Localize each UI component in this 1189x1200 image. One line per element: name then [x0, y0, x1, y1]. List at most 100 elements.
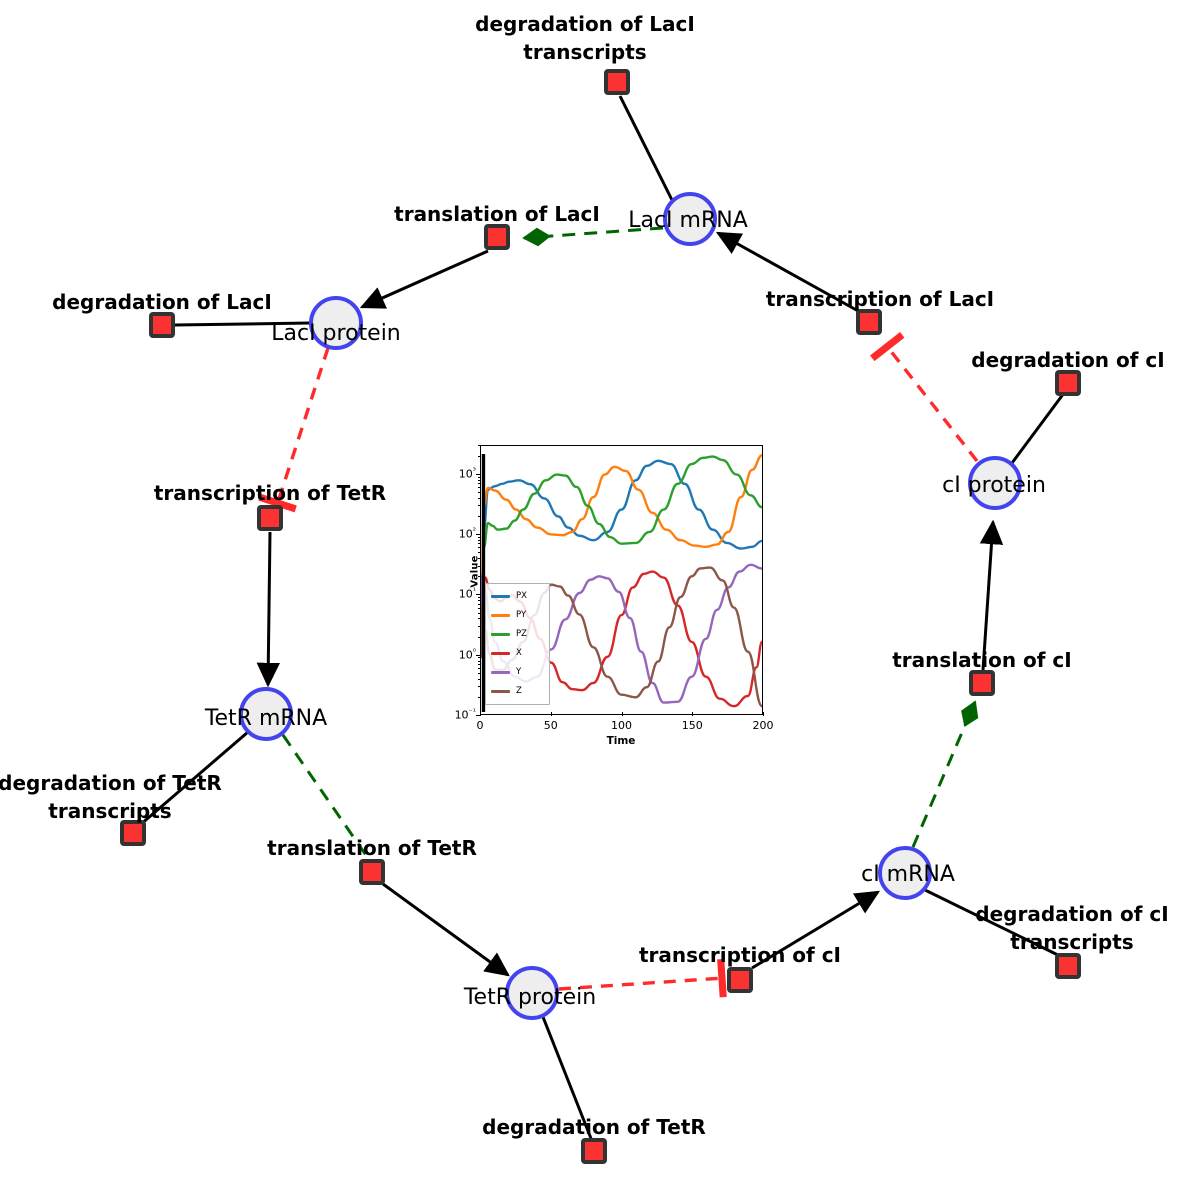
chart-y-minor-tick: [477, 558, 480, 560]
reaction-label-translation-laci: translation of LacI: [394, 202, 600, 226]
chart-y-tick-label: 10¹: [458, 586, 476, 602]
chart-y-tick-mark: [476, 594, 480, 596]
edge-ci-protein-inhibits-laci: [870, 332, 979, 463]
chart-x-tick-label: 100: [611, 719, 632, 732]
chart-series-px: [481, 459, 762, 656]
reaction-node-deg-ci[interactable]: [1055, 370, 1081, 396]
reaction-label-layer: degradation of LacI transcripts translat…: [0, 12, 1169, 1139]
reaction-node-transcription-tetr[interactable]: [257, 505, 283, 531]
chart-y-minor-tick: [477, 483, 480, 485]
chart-y-minor-tick: [477, 597, 480, 599]
species-label-laci-protein: LacI protein: [271, 321, 401, 346]
chart-y-minor-tick: [477, 664, 480, 666]
chart-legend-label: Y: [516, 667, 522, 678]
reaction-node-deg-ci-transcripts[interactable]: [1055, 953, 1081, 979]
species-node-ci-protein[interactable]: [968, 456, 1022, 510]
edge-tetr-protein-degradation: [541, 1016, 594, 1142]
chart-legend-item: Y: [488, 663, 547, 682]
species-label-tetr-protein: TetR protein: [463, 985, 596, 1010]
chart-x-tick-mark: [692, 712, 694, 716]
reaction-node-translation-ci[interactable]: [969, 670, 995, 696]
chart-y-minor-tick: [477, 445, 480, 446]
chart-legend-swatch: [491, 614, 510, 617]
chart-x-tick-label: 150: [681, 719, 703, 732]
edge-translation-ci-to-protein: [979, 519, 1004, 671]
chart-y-minor-tick: [477, 479, 480, 481]
species-node-ci-mrna[interactable]: [878, 846, 932, 900]
chart-legend-item: X: [488, 644, 547, 663]
chart-y-minor-tick: [477, 600, 480, 602]
chart-y-minor-tick: [477, 536, 480, 538]
species-label-ci-protein: cI protein: [942, 473, 1046, 498]
chart-y-minor-tick: [477, 539, 480, 541]
reaction-node-translation-tetr[interactable]: [359, 859, 385, 885]
chart-x-tick-mark: [480, 712, 481, 716]
chart-y-tick-label: 10³: [458, 465, 476, 481]
species-node-laci-mrna[interactable]: [663, 192, 717, 246]
reaction-node-deg-tetr-transcripts[interactable]: [120, 820, 146, 846]
species-node-layer: [239, 192, 1022, 1020]
chart-y-tick-mark: [476, 534, 480, 536]
reaction-label-deg-tetr: degradation of TetR: [482, 1115, 706, 1139]
chart-y-minor-tick: [477, 565, 480, 567]
chart-y-tick-label: 10⁰: [458, 646, 476, 662]
chart-y-minor-tick: [477, 576, 480, 578]
chart-x-tick-label: 50: [543, 719, 558, 732]
edge-ci-protein-degradation: [1010, 392, 1066, 464]
edge-tetr-mrna-translation: [281, 734, 372, 862]
reaction-node-transcription-ci[interactable]: [727, 967, 753, 993]
edge-tetr-mrna-degradation: [139, 730, 249, 827]
chart-y-minor-tick: [477, 657, 480, 659]
reaction-label-translation-ci: translation of cI: [892, 648, 1071, 672]
chart-y-minor-tick: [477, 543, 480, 545]
chart-y-minor-tick: [477, 618, 480, 620]
reaction-node-translation-laci[interactable]: [484, 224, 510, 250]
species-node-laci-protein[interactable]: [309, 296, 363, 350]
chart-y-minor-tick: [477, 678, 480, 680]
chart-y-minor-tick: [477, 696, 480, 698]
edge-tetr-protein-inhibits-ci: [558, 958, 727, 998]
reaction-node-transcription-laci[interactable]: [856, 309, 882, 335]
chart-y-tick-label: 10²: [458, 526, 476, 541]
species-node-tetr-protein[interactable]: [505, 966, 559, 1020]
reaction-node-deg-tetr[interactable]: [581, 1138, 607, 1164]
reaction-label-transcription-laci: transcription of LacI: [766, 287, 994, 311]
edge-laci-mrna-translation: [522, 226, 664, 247]
chart-y-minor-tick: [477, 625, 480, 627]
chart-legend-swatch: [491, 652, 510, 655]
edge-transcription-laci-to-mrna: [715, 231, 861, 314]
reaction-node-deg-laci-transcripts[interactable]: [604, 69, 630, 95]
chart-y-tick-mark: [476, 473, 480, 475]
chart-series-pz: [481, 455, 762, 656]
chart-legend-swatch: [491, 671, 510, 674]
chart-y-minor-tick: [477, 607, 480, 609]
chart-y-minor-tick: [477, 668, 480, 670]
chart-x-tick-mark: [550, 712, 552, 716]
chart-y-axis-title: Value: [469, 555, 481, 588]
reaction-label-deg-laci: degradation of LacI: [52, 290, 272, 314]
edge-transcription-tetr-to-mrna: [256, 531, 280, 688]
edge-laci-protein-degradation: [174, 321, 311, 327]
reaction-label-deg-ci: degradation of cI: [971, 348, 1164, 372]
chart-legend-item: Z: [488, 682, 547, 701]
chart-y-tick-label: 10⁻¹: [454, 707, 476, 722]
species-label-laci-mrna: LacI mRNA: [628, 208, 748, 233]
chart-y-minor-tick: [477, 491, 480, 493]
reaction-label-transcription-ci: transcription of cI: [639, 943, 841, 967]
chart-x-tick-label: 200: [752, 719, 774, 732]
edge-transcription-ci-to-mrna: [751, 890, 881, 970]
chart-x-tick-mark: [621, 712, 623, 716]
chart-x-axis-title: Time: [606, 735, 636, 747]
chart-y-minor-tick: [477, 612, 480, 614]
chart-y-minor-tick: [477, 515, 480, 517]
species-node-tetr-mrna[interactable]: [239, 687, 293, 741]
chart-legend-swatch: [491, 690, 510, 693]
chart-legend-item: PY: [488, 606, 547, 625]
chart-y-minor-tick: [477, 552, 480, 554]
chart-y-minor-tick: [477, 636, 480, 638]
chart-x-tick-label: 0: [476, 719, 484, 732]
species-label-layer: LacI mRNA LacI protein TetR mRNA TetR pr…: [204, 208, 1046, 1010]
reaction-node-deg-laci[interactable]: [149, 312, 175, 338]
chart-y-minor-tick: [477, 505, 480, 507]
